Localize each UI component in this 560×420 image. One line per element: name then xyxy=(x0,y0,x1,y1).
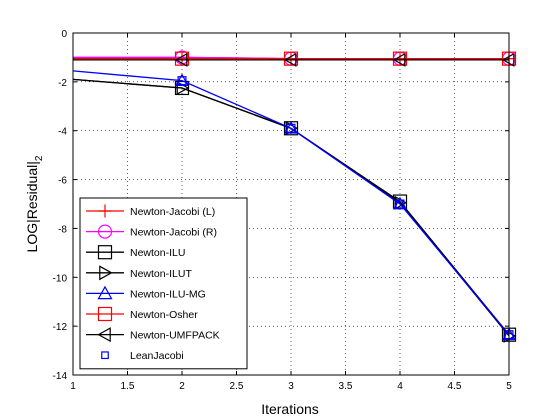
data-point-triangle-left xyxy=(501,52,515,67)
legend-entry: Newton-Osher xyxy=(86,306,198,322)
data-point-square xyxy=(174,51,190,66)
series-group-item xyxy=(73,52,515,67)
legend-label: Newton-UMFPACK xyxy=(130,330,220,342)
legend-entry: Newton-ILUT xyxy=(86,265,192,281)
x-tick-label: 5 xyxy=(506,381,512,392)
legend-entry: LeanJacobi xyxy=(101,350,184,362)
legend: Newton-Jacobi (L) Newton-Jacobi (R) Newton… xyxy=(79,197,248,370)
x-axis-label: Iterations xyxy=(261,401,319,417)
x-tick-label: 3 xyxy=(288,381,294,392)
legend-entry: Newton-ILU-MG xyxy=(86,285,206,300)
data-point-square xyxy=(97,245,113,260)
data-point-small-square xyxy=(286,123,296,133)
x-tick-label: 1 xyxy=(70,381,76,392)
legend-label: Newton-ILUT xyxy=(130,268,192,280)
y-axis-label: LOG|Residual|2 xyxy=(24,155,45,252)
y-tick-label: -14 xyxy=(53,371,68,382)
y-tick-label: -2 xyxy=(58,78,67,89)
legend-box xyxy=(79,197,248,370)
data-point-triangle-up xyxy=(97,285,113,300)
data-point-square xyxy=(283,51,299,66)
data-point-triangle-left xyxy=(283,52,297,67)
legend-entry: Newton-Jacobi (R) xyxy=(86,224,217,239)
y-tick-label: -12 xyxy=(53,322,68,333)
y-axis-label-main: LOG|Residual| xyxy=(24,161,40,252)
legend-label: Newton-Jacobi (L) xyxy=(130,206,215,218)
data-point-triangle-left xyxy=(97,327,111,343)
x-tick-label: 2.5 xyxy=(230,381,244,392)
y-tick-label: 0 xyxy=(61,29,67,40)
data-point-circle xyxy=(97,224,113,239)
series-group xyxy=(72,50,517,343)
x-tick-label: 1.5 xyxy=(121,381,135,392)
legend-entry: Newton-UMFPACK xyxy=(86,327,220,343)
data-point-square xyxy=(392,51,408,66)
data-point-triangle-right xyxy=(285,121,299,136)
legend-label: Newton-ILU xyxy=(130,247,185,259)
data-point-small-square xyxy=(395,199,405,209)
legend-entry: Newton-ILU xyxy=(86,245,185,260)
series-line xyxy=(72,70,510,336)
x-tick-label: 4.5 xyxy=(448,381,462,392)
data-point-triangle-up xyxy=(392,196,408,210)
legend-entry: Newton-Jacobi (L) xyxy=(86,204,215,218)
axis-ticks: 1 1.5 2 2.5 3 3.5 4 4.5 5 0 -2 -4 -6 -8 -10 -12 -14 xyxy=(53,29,513,392)
data-point-square xyxy=(97,306,113,322)
x-tick-label: 3.5 xyxy=(339,381,353,392)
y-tick-label: -8 xyxy=(58,224,67,235)
x-tick-label: 4 xyxy=(397,381,403,392)
data-point-triangle-up xyxy=(283,121,299,134)
y-tick-label: -6 xyxy=(58,176,67,187)
y-axis-label-subscript: 2 xyxy=(34,155,45,161)
data-point-triangle-left xyxy=(174,52,188,67)
legend-label: Newton-ILU-MG xyxy=(130,288,206,300)
data-point-small-square xyxy=(177,76,187,86)
legend-label: LeanJacobi xyxy=(130,350,184,362)
data-point-triangle-up xyxy=(174,73,190,87)
legend-label: Newton-Osher xyxy=(130,309,198,321)
data-point-plus xyxy=(98,204,112,218)
data-point-triangle-left xyxy=(392,52,406,67)
data-point-small-square xyxy=(101,351,109,360)
y-tick-label: -10 xyxy=(53,273,68,284)
y-tick-label: -4 xyxy=(58,127,67,138)
x-tick-label: 2 xyxy=(179,381,185,392)
legend-label: Newton-Jacobi (R) xyxy=(130,227,217,239)
data-point-triangle-right xyxy=(99,265,113,281)
